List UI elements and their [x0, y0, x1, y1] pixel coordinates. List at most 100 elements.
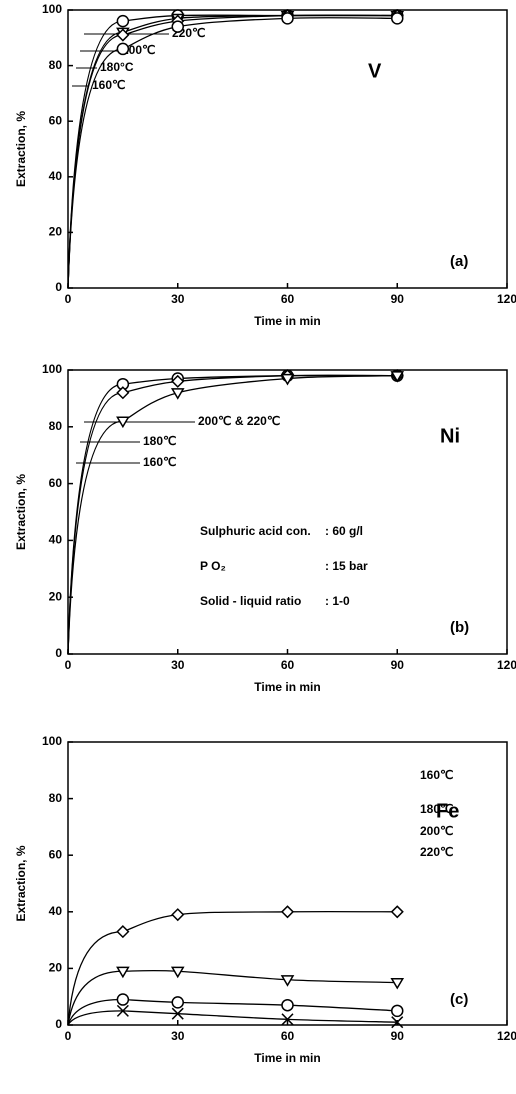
series-curve — [122, 1010, 398, 1023]
curve-lead — [67, 930, 123, 1026]
x-tick-label: 120 — [497, 658, 516, 672]
curve-lead — [67, 420, 123, 655]
y-tick-label: 20 — [49, 225, 63, 239]
marker — [116, 993, 130, 1006]
x-axis-label: Time in min — [254, 1051, 320, 1065]
x-tick-label: 60 — [281, 658, 295, 672]
series-curve — [122, 374, 398, 394]
condition-name: P O₂ — [200, 559, 226, 573]
x-tick-label: 120 — [497, 292, 516, 306]
x-tick-label: 90 — [391, 658, 405, 672]
marker — [116, 416, 130, 429]
series-label: 160℃ — [143, 455, 177, 469]
condition-value: : 1-0 — [325, 594, 350, 608]
series-label: 180°C — [100, 60, 134, 74]
x-tick-label: 60 — [281, 1029, 295, 1043]
series-curve — [122, 969, 398, 984]
x-tick-label: 30 — [171, 658, 185, 672]
y-tick-label: 100 — [42, 2, 62, 16]
series-label: 200℃ — [122, 43, 156, 57]
panel-label: (b) — [450, 619, 469, 636]
marker — [390, 371, 405, 383]
y-axis-label: Extraction, % — [14, 111, 28, 187]
series-label: 180℃ — [143, 434, 177, 448]
y-tick-label: 0 — [55, 1017, 62, 1031]
marker — [280, 373, 295, 386]
element-label: Ni — [440, 425, 460, 447]
series-label: 200℃ & 220℃ — [198, 414, 280, 428]
marker — [116, 386, 130, 400]
marker — [390, 977, 405, 990]
marker — [171, 908, 185, 922]
x-tick-label: 0 — [65, 292, 72, 306]
x-tick-label: 90 — [391, 1029, 405, 1043]
marker — [171, 20, 184, 33]
series-curve — [122, 375, 398, 422]
x-tick-label: 0 — [65, 658, 72, 672]
y-tick-label: 0 — [55, 280, 62, 294]
x-tick-label: 30 — [171, 1029, 185, 1043]
x-tick-label: 120 — [497, 1029, 516, 1043]
condition-name: Solid - liquid ratio — [200, 594, 301, 608]
marker — [391, 12, 404, 25]
marker — [390, 905, 404, 919]
series-label: 160℃ — [420, 768, 454, 782]
marker — [391, 1016, 404, 1029]
marker — [116, 1004, 129, 1017]
element-label: V — [368, 60, 382, 82]
x-tick-label: 60 — [281, 292, 295, 306]
y-tick-label: 0 — [55, 646, 62, 660]
y-axis-label: Extraction, % — [14, 474, 28, 550]
marker — [171, 996, 184, 1009]
x-axis-label: Time in min — [254, 314, 320, 328]
series-label: 200℃ — [420, 824, 454, 838]
y-tick-label: 20 — [49, 589, 63, 603]
marker — [280, 975, 295, 987]
marker — [116, 925, 130, 939]
curve-lead — [67, 48, 123, 289]
plot-frame — [67, 369, 508, 655]
series-curve — [122, 998, 398, 1012]
y-tick-label: 100 — [42, 362, 62, 376]
marker — [171, 1007, 184, 1020]
x-axis-label: Time in min — [254, 680, 320, 694]
series-label: 180℃ — [420, 802, 454, 816]
y-tick-label: 60 — [49, 113, 63, 127]
y-tick-label: 80 — [49, 58, 63, 72]
series-label: 220℃ — [420, 845, 454, 859]
curve-lead — [67, 970, 123, 1026]
y-tick-label: 80 — [49, 419, 63, 433]
series-curve — [122, 910, 398, 933]
marker — [281, 998, 294, 1012]
panel-label: (a) — [450, 253, 468, 270]
marker — [116, 966, 130, 979]
y-tick-label: 60 — [49, 476, 63, 490]
y-tick-label: 20 — [49, 961, 63, 975]
x-tick-label: 0 — [65, 1029, 72, 1043]
series-curve — [122, 17, 398, 50]
y-tick-label: 40 — [49, 904, 63, 918]
x-tick-label: 90 — [391, 292, 405, 306]
marker — [281, 12, 294, 25]
curve-lead — [67, 998, 123, 1026]
marker — [170, 966, 185, 979]
series-label: 160℃ — [92, 78, 126, 92]
marker — [170, 388, 185, 400]
marker — [391, 1004, 404, 1018]
marker — [116, 14, 130, 28]
curve-lead — [67, 392, 123, 655]
condition-name: Sulphuric acid con. — [200, 524, 311, 538]
y-tick-label: 40 — [49, 533, 63, 547]
y-tick-label: 40 — [49, 169, 63, 183]
panel-label: (c) — [450, 991, 468, 1008]
y-axis-label: Extraction, % — [14, 845, 28, 921]
marker — [281, 1013, 294, 1026]
marker — [116, 28, 130, 42]
marker — [280, 905, 295, 919]
series-curve — [122, 14, 398, 36]
marker — [116, 42, 130, 56]
y-tick-label: 80 — [49, 791, 63, 805]
curve-lead — [67, 1010, 123, 1026]
y-tick-label: 60 — [49, 847, 63, 861]
